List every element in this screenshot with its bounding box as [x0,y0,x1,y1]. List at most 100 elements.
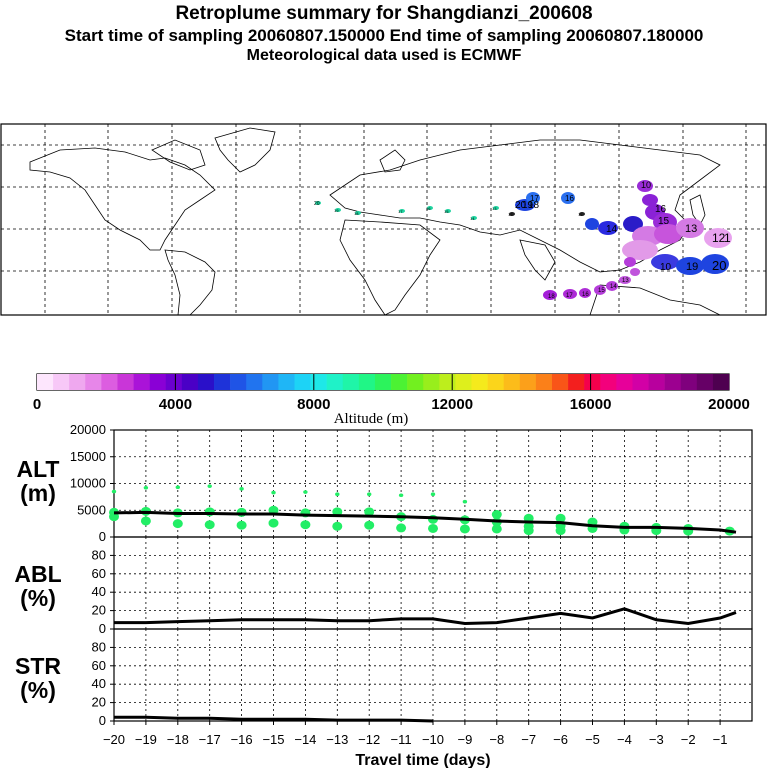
series-line-str [114,715,434,723]
x-tick-label: −13 [326,732,348,747]
colorbar-swatch [600,374,617,390]
altitude-point [491,510,502,520]
y-tick-label: 5000 [77,502,106,517]
colorbar-swatch [487,374,504,390]
plume-day-label: 15 [598,288,605,294]
x-tick-label: −14 [294,732,316,747]
plume-blob [654,224,682,244]
x-tick-label: −11 [391,732,412,747]
plume-day-label: 12 [508,212,513,217]
plume-day-label: 10 [660,262,672,273]
colorbar-swatch [53,374,70,390]
plume-dot [509,212,515,216]
altitude-point [396,523,407,533]
altitude-point [364,520,375,530]
panel-label-line: ABL [14,561,61,587]
plume-day-label: 16 [655,204,667,215]
plume-blob [624,257,636,267]
colorbar-swatch [391,374,408,390]
altitude-point [555,513,566,523]
colorbar-swatch [632,374,649,390]
panel-label-line: STR [15,653,61,679]
plume-blob [651,254,679,270]
panel-label-line: ALT [16,456,59,482]
altitude-point [207,484,212,488]
colorbar-tick-label: 8000 [297,396,330,413]
x-tick-label: −3 [649,732,664,747]
y-tick-label: 60 [92,566,106,581]
colorbar-tick-label: 20000 [708,396,750,413]
colorbar-swatch [214,374,231,390]
plume-blob [594,285,606,295]
plume-day-label: 15 [444,209,449,214]
colorbar-swatch [117,374,134,390]
colorbar-swatch [439,374,456,390]
altitude-point [109,512,119,522]
altitude-point [111,489,117,494]
altitude-point [462,499,468,504]
colorbar-swatch [648,374,665,390]
plume-day-label: 1 [724,231,731,245]
y-tick-label: 20000 [70,422,106,437]
altitude-point [300,520,311,530]
altitude-point [364,507,375,517]
colorbar-swatch [616,374,633,390]
colorbar-swatch [197,374,215,390]
plume-day-label: 13 [492,206,497,211]
colorbar-swatch [310,374,327,390]
y-tick-label: 0 [99,529,106,544]
x-tick-label: −9 [457,732,472,747]
colorbar-swatch [407,374,424,390]
altitude-point [236,520,247,530]
plume-day-label: 11 [578,212,583,217]
altitude-point [239,487,244,491]
plume-day-label: 19 [522,200,534,211]
plume-blob [704,228,732,248]
colorbar-swatch [471,374,488,390]
colorbar-swatch [294,374,311,390]
plume-blob [630,268,640,276]
colorbar-swatch [230,374,247,390]
colorbar-swatch [342,374,360,390]
x-tick-label: −2 [681,732,696,747]
plume-day-label: 12 [712,231,726,245]
plume-blob [676,218,704,238]
y-tick-label: 40 [92,676,106,691]
plume-day-label: 17 [566,293,573,299]
plume-day-label: 17 [398,209,403,214]
colorbar-swatch [246,374,263,390]
colorbar-swatch [712,374,730,390]
altitude-point [175,485,180,490]
panel-alt: 20000 15000 10000 5000 0 ALT (m) [16,422,753,544]
plume-blob [579,288,591,298]
x-tick-label: −1 [713,732,728,747]
x-tick-label: −19 [135,732,157,747]
altitude-point [398,493,404,498]
colorbar-swatch [455,374,472,390]
plume-blob [637,180,653,192]
panel-abl: 80 60 40 20 0 ABL (%) [14,536,753,636]
y-tick-label: 60 [92,658,106,673]
panel-label-line: (%) [20,585,56,611]
colorbar-tick-label: 12000 [431,396,473,413]
colorbar-tick-label: 4000 [159,396,192,413]
colorbar-swatches [37,374,730,390]
colorbar-swatch [358,374,376,390]
plume-day-label: 16 [426,206,431,211]
altitude-point [367,492,372,497]
altitude-point [236,507,247,517]
x-tick-label: −4 [617,732,632,747]
y-tick-label: 80 [92,547,106,562]
plume-day-label: 16 [582,292,589,298]
colorbar-swatch [85,374,102,390]
plume-blob [676,257,704,275]
panel-label-abl: ABL (%) [14,561,61,611]
plume-day-label: 13 [685,223,697,235]
plume-dot [471,216,477,220]
y-tick-label: 0 [99,713,106,728]
plume-day-label: 19 [686,261,698,273]
altitude-point [268,505,279,515]
x-tick-label: −7 [521,732,536,747]
coastlines [29,127,721,316]
